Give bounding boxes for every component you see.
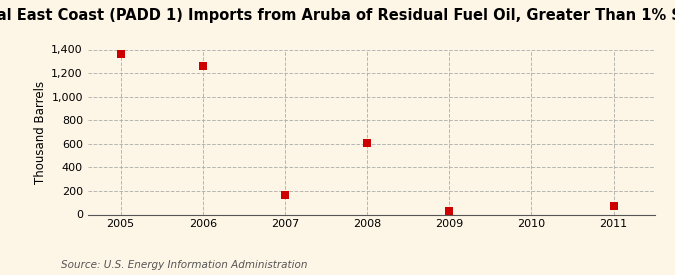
Point [444, 209, 455, 213]
Text: Annual East Coast (PADD 1) Imports from Aruba of Residual Fuel Oil, Greater Than: Annual East Coast (PADD 1) Imports from … [0, 8, 675, 23]
Y-axis label: Thousand Barrels: Thousand Barrels [34, 80, 47, 184]
Point [279, 193, 290, 197]
Point [608, 204, 619, 208]
Text: Source: U.S. Energy Information Administration: Source: U.S. Energy Information Administ… [61, 260, 307, 270]
Point [197, 64, 208, 68]
Point [115, 52, 126, 56]
Point [362, 141, 373, 145]
